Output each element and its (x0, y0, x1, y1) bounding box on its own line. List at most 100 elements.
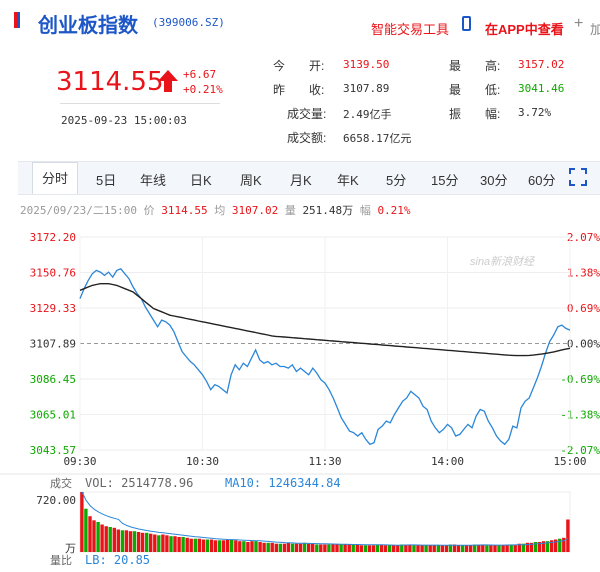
lb-label: 量比 (50, 554, 72, 567)
low-value: 3041.46 (518, 82, 565, 95)
volume-bar (566, 519, 570, 552)
watermark: sina新浪财经 (470, 256, 535, 268)
amount-label: 成交额: (287, 131, 327, 145)
volume-bar (489, 545, 493, 552)
volume-bar (226, 539, 230, 552)
volume-bar (541, 541, 546, 552)
volume-bar (307, 543, 311, 552)
volume-bar (331, 544, 335, 552)
divider (60, 103, 220, 104)
x-tick-label: 14:00 (431, 455, 464, 468)
tab-year-line[interactable]: 年线 (140, 173, 167, 188)
volume-bar (529, 542, 534, 552)
change-value: +6.67 (183, 68, 217, 81)
tab-60min[interactable]: 60分 (528, 173, 556, 188)
volume-bar (274, 543, 278, 552)
volume-bar (363, 545, 368, 552)
volume-bar (558, 538, 562, 552)
add-button[interactable]: 加 (590, 22, 600, 37)
low-label: 最 低: (449, 83, 501, 97)
volume-label: 成交量: (287, 107, 327, 121)
volume-ma10-line (81, 491, 569, 546)
y-tick-label: 3172.20 (30, 231, 76, 244)
add-icon[interactable]: + (574, 15, 584, 32)
up-arrow-icon (158, 70, 178, 92)
info-price: 3114.55 (161, 204, 208, 217)
tab-30min[interactable]: 30分 (480, 173, 508, 188)
change-percent: +0.21% (183, 83, 223, 96)
y-right-tick-label: 0.00% (567, 338, 600, 351)
tab-5min[interactable]: 5分 (386, 173, 407, 188)
volume-bar (424, 545, 428, 552)
volume-bar (452, 544, 457, 552)
view-in-app-link[interactable]: 在APP中查看 (485, 22, 564, 37)
volume-bar (165, 535, 169, 552)
volume-bar (477, 544, 481, 552)
y-right-tick-label: 0.69% (567, 302, 600, 315)
volume-bar (505, 544, 509, 552)
index-title: 创业板指数 (38, 15, 138, 37)
volume-bar (132, 531, 137, 552)
tab-yearly-k[interactable]: 年K (337, 173, 359, 188)
volume-bar (161, 534, 165, 552)
volume-bar (533, 542, 538, 552)
volume-bar (238, 541, 242, 552)
tab-5day[interactable]: 5日 (96, 173, 117, 188)
volume-bar (282, 543, 287, 552)
volume-bar (193, 538, 197, 552)
volume-bar (383, 545, 388, 552)
volume-bar (250, 541, 254, 552)
volume-bar (545, 541, 550, 552)
info-amp: 0.21% (377, 204, 411, 217)
volume-ma10-text: MA10: 1246344.84 (225, 476, 341, 490)
volume-bar (319, 544, 323, 552)
volume-bar (412, 545, 416, 552)
volume-bar (128, 531, 133, 552)
tab-daily-k[interactable]: 日K (190, 173, 212, 188)
volume-bar (392, 545, 396, 552)
volume-bar (242, 541, 246, 552)
info-datetime: 2025/09/23/二15:00 (20, 204, 137, 217)
volume-unit-label: 万 (65, 542, 76, 555)
volume-bar (335, 544, 339, 552)
y-tick-label: 3107.89 (30, 338, 76, 351)
volume-bar (246, 542, 250, 552)
open-value: 3139.50 (343, 58, 390, 71)
volume-bar (456, 545, 461, 552)
volume-bar (290, 543, 295, 552)
tab-monthly-k[interactable]: 月K (290, 173, 312, 188)
info-amp-label: 幅 (359, 204, 371, 217)
volume-bar (501, 545, 505, 552)
tab-weekly-k[interactable]: 周K (240, 173, 262, 188)
volume-ymax-label: 720.00 (36, 494, 76, 507)
volume-bar (181, 537, 185, 552)
volume-bar (88, 516, 92, 552)
volume-bar (169, 536, 173, 552)
volume-bar (460, 545, 465, 552)
volume-bar (96, 522, 100, 552)
volume-bar (230, 539, 234, 552)
intraday-chart[interactable]: 3172.20 2.07% 3150.76 1.38% 3129.33 0.69% 3107… (0, 222, 600, 572)
volume-bar (473, 544, 477, 552)
volume-bar (258, 542, 262, 552)
y-right-tick-label: -0.69% (560, 373, 600, 386)
tab-intraday[interactable]: 分时 (32, 162, 78, 194)
volume-bar (209, 539, 214, 552)
volume-bar (302, 542, 307, 552)
tab-15min[interactable]: 15分 (431, 173, 459, 188)
y-tick-label: 3086.45 (30, 373, 76, 386)
volume-bar (145, 532, 149, 552)
fullscreen-icon[interactable] (569, 168, 587, 186)
phone-icon[interactable] (462, 16, 471, 31)
volume-bar (339, 544, 343, 552)
volume-bar (197, 538, 201, 552)
smart-trade-link[interactable]: 智能交易工具 (371, 22, 450, 37)
volume-bar (205, 539, 210, 552)
volume-bar (177, 537, 181, 552)
prev-close-value: 3107.89 (343, 82, 390, 95)
open-label: 今 开: (273, 59, 325, 73)
volume-bar (513, 544, 517, 552)
volume-bar (521, 543, 525, 552)
volume-vol-text: VOL: 2514778.96 (85, 476, 193, 490)
volume-bar (266, 542, 270, 552)
